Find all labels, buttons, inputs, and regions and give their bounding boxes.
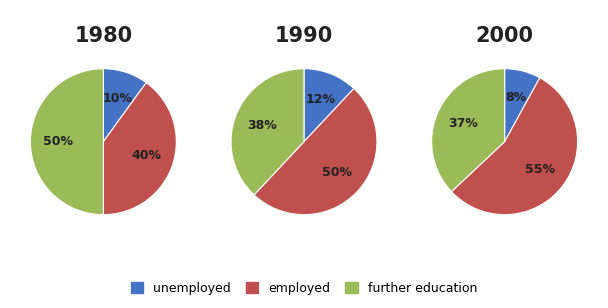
Wedge shape <box>432 69 505 192</box>
Text: 10%: 10% <box>102 92 133 105</box>
Wedge shape <box>103 69 147 142</box>
Wedge shape <box>452 78 578 215</box>
Text: 8%: 8% <box>505 91 527 104</box>
Wedge shape <box>505 69 540 142</box>
Text: 37%: 37% <box>448 117 478 130</box>
Wedge shape <box>103 83 176 215</box>
Text: 50%: 50% <box>322 166 352 179</box>
Title: 2000: 2000 <box>475 26 534 46</box>
Text: 38%: 38% <box>247 119 277 132</box>
Text: 55%: 55% <box>525 163 555 176</box>
Title: 1990: 1990 <box>275 26 333 46</box>
Legend: unemployed, employed, further education: unemployed, employed, further education <box>127 278 481 299</box>
Wedge shape <box>304 69 354 142</box>
Wedge shape <box>30 69 103 215</box>
Title: 1980: 1980 <box>74 26 133 46</box>
Wedge shape <box>231 69 304 195</box>
Wedge shape <box>254 88 377 215</box>
Text: 12%: 12% <box>306 93 336 106</box>
Text: 50%: 50% <box>43 135 73 148</box>
Text: 40%: 40% <box>131 149 161 162</box>
